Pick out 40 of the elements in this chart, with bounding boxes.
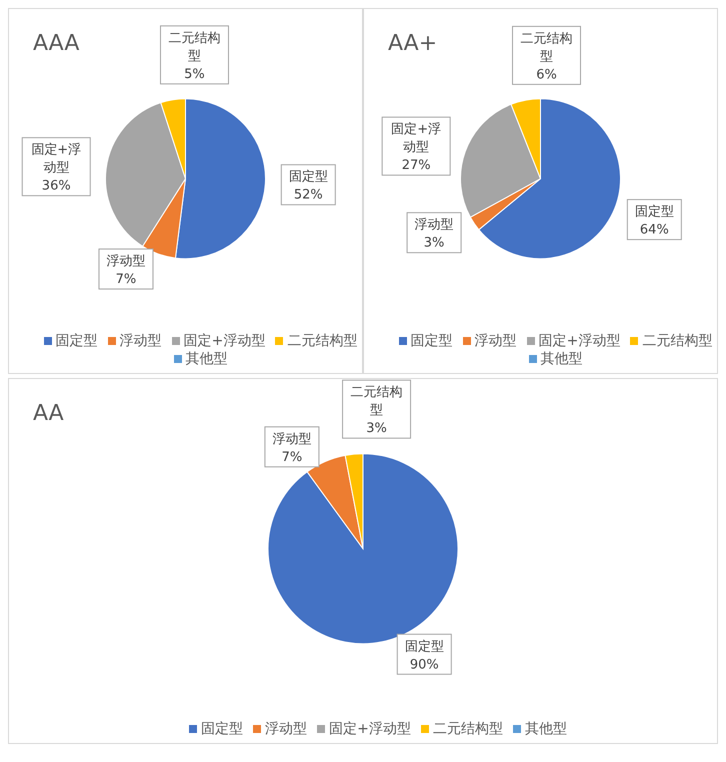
slice-label: 固定型 bbox=[634, 204, 674, 220]
data-label: 7% bbox=[116, 272, 136, 288]
data-label: 64% bbox=[640, 222, 669, 238]
text: AA bbox=[33, 401, 64, 426]
legend-label: 二元结构型 bbox=[287, 333, 358, 349]
legend-label: 其他型 bbox=[540, 351, 582, 367]
legend-label: 二元结构型 bbox=[642, 333, 712, 349]
legend-label: 固定型 bbox=[56, 333, 98, 349]
slice-label: 固定+浮动型 bbox=[31, 142, 82, 176]
chart-title: AAA bbox=[33, 31, 80, 56]
data-label: 7% bbox=[282, 450, 302, 465]
slice-label: 二元结构型 bbox=[520, 31, 573, 64]
slice-label: 固定+浮动型 bbox=[391, 122, 442, 156]
data-label: 5% bbox=[184, 66, 205, 82]
legend-label: 固定+浮动型 bbox=[184, 333, 266, 349]
slice-label: 二元结构型 bbox=[350, 385, 403, 418]
legend-label: 浮动型 bbox=[474, 333, 517, 349]
slice-label: 浮动型 bbox=[414, 218, 454, 233]
legend-label: 其他型 bbox=[524, 721, 567, 737]
slice-label: 二元结构型 bbox=[168, 30, 220, 64]
slice-label: 固定型 bbox=[288, 170, 328, 185]
slice-label: 浮动型 bbox=[272, 432, 312, 447]
slice-label: 浮动型 bbox=[106, 254, 146, 270]
legend-label: 其他型 bbox=[186, 351, 228, 367]
legend-label: 浮动型 bbox=[265, 721, 308, 737]
data-label: 27% bbox=[402, 158, 431, 174]
data-label: 90% bbox=[410, 657, 439, 672]
data-label: 3% bbox=[424, 236, 444, 251]
slice-label: 固定型 bbox=[404, 639, 444, 654]
data-label: 3% bbox=[366, 421, 387, 436]
data-label: 52% bbox=[294, 188, 323, 203]
data-label: 36% bbox=[42, 178, 71, 194]
data-label: 6% bbox=[536, 67, 557, 82]
legend-label: 二元结构型 bbox=[432, 721, 503, 737]
legend-label: 固定型 bbox=[410, 333, 453, 349]
legend-label: 固定型 bbox=[201, 721, 244, 737]
legend-label: 固定+浮动型 bbox=[538, 333, 620, 349]
legend-label: 浮动型 bbox=[120, 333, 162, 349]
legend-label: 固定+浮动型 bbox=[329, 721, 411, 737]
chart-title: AA+ bbox=[388, 31, 438, 56]
